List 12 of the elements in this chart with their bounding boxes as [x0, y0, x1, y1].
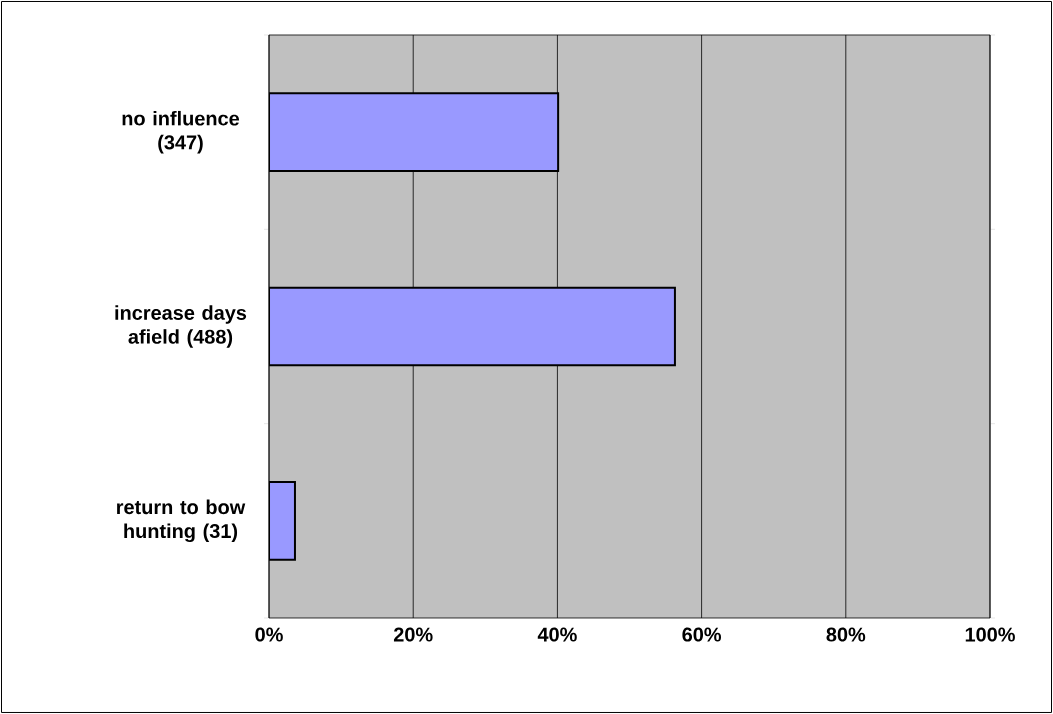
x-tick-label: 80% — [826, 627, 866, 642]
x-tick-label: 0% — [255, 627, 283, 642]
x-tick-label: 60% — [682, 627, 722, 642]
x-tick-label: 100% — [965, 627, 1015, 642]
y-tick-label: increase days afield (488) — [115, 305, 247, 348]
bar — [269, 92, 560, 173]
y-tick-label: no influence (347) — [122, 110, 240, 154]
bar — [269, 480, 296, 561]
x-tick-label: 40% — [537, 627, 577, 642]
y-tick-label: return to bow hunting (31) — [117, 499, 246, 543]
x-tick-label: 20% — [393, 627, 433, 642]
bar — [269, 286, 676, 367]
